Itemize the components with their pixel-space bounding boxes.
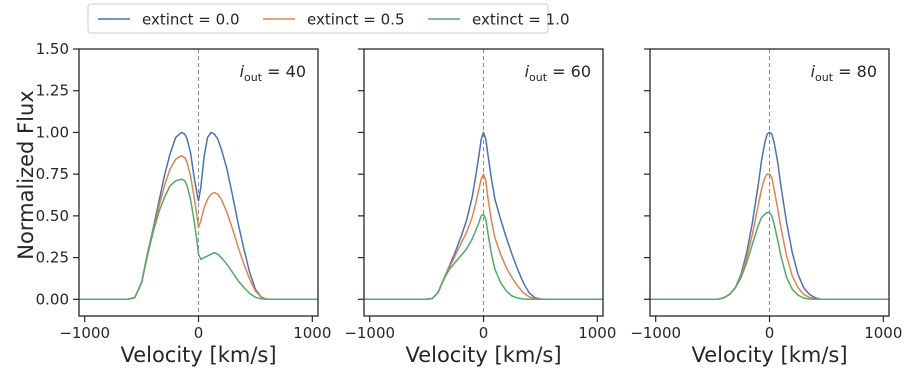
legend-label: extinct = 0.5 (307, 11, 405, 29)
x-tick-label: −1000 (344, 324, 395, 342)
legend-item: extinct = 0.5 (263, 11, 405, 29)
x-tick-label: 0 (479, 324, 489, 342)
x-axis-label: Velocity [km/s] (405, 343, 561, 367)
y-tick-label: 0.00 (36, 290, 69, 308)
legend: extinct = 0.0 extinct = 0.5 extinct = 1.0 (87, 3, 570, 34)
x-tick-label: 1000 (293, 324, 331, 342)
x-tick-label: −1000 (59, 324, 110, 342)
legend-label: extinct = 1.0 (472, 11, 570, 29)
y-tick-label: 0.75 (36, 165, 69, 183)
inclination-annotation: iout = 60 (525, 62, 591, 84)
panel-2: −1000 0 1000 Velocity [km/s] iout = 60 (344, 48, 616, 367)
y-tick-label: 0.50 (36, 207, 69, 225)
y-axis-label: Normalized Flux (14, 90, 38, 259)
inclination-annotation: iout = 80 (811, 62, 877, 84)
panel-3: −1000 0 1000 Velocity [km/s] iout = 80 (630, 48, 902, 367)
legend-item: extinct = 0.0 (98, 11, 240, 29)
panel-1: 0.00 0.25 0.50 0.75 1.00 1.25 1.50 −1000 0 1000 Ve… (36, 40, 332, 367)
series-line-extinct-0.5 (79, 155, 318, 301)
series-line-extinct-1.0 (364, 213, 603, 301)
inclination-annotation: iout = 40 (240, 62, 306, 84)
y-tick-label: 1.00 (36, 123, 69, 141)
legend-item: extinct = 1.0 (428, 11, 570, 29)
x-tick-label: 0 (765, 324, 775, 342)
series-line-extinct-1.0 (650, 211, 889, 301)
series-line-extinct-1.0 (79, 178, 318, 301)
x-tick-label: 1000 (864, 324, 902, 342)
legend-frame (87, 3, 549, 34)
x-tick-label: 1000 (578, 324, 616, 342)
y-tick-label: 1.25 (36, 82, 69, 100)
x-axis-label: Velocity [km/s] (120, 343, 276, 367)
y-tick-label: 0.25 (36, 249, 69, 267)
x-axis-label: Velocity [km/s] (691, 343, 847, 367)
legend-label: extinct = 0.0 (142, 11, 240, 29)
series-line-extinct-0.0 (79, 131, 318, 301)
x-tick-label: 0 (194, 324, 204, 342)
x-tick-label: −1000 (630, 324, 681, 342)
y-tick-label: 1.50 (36, 40, 69, 58)
